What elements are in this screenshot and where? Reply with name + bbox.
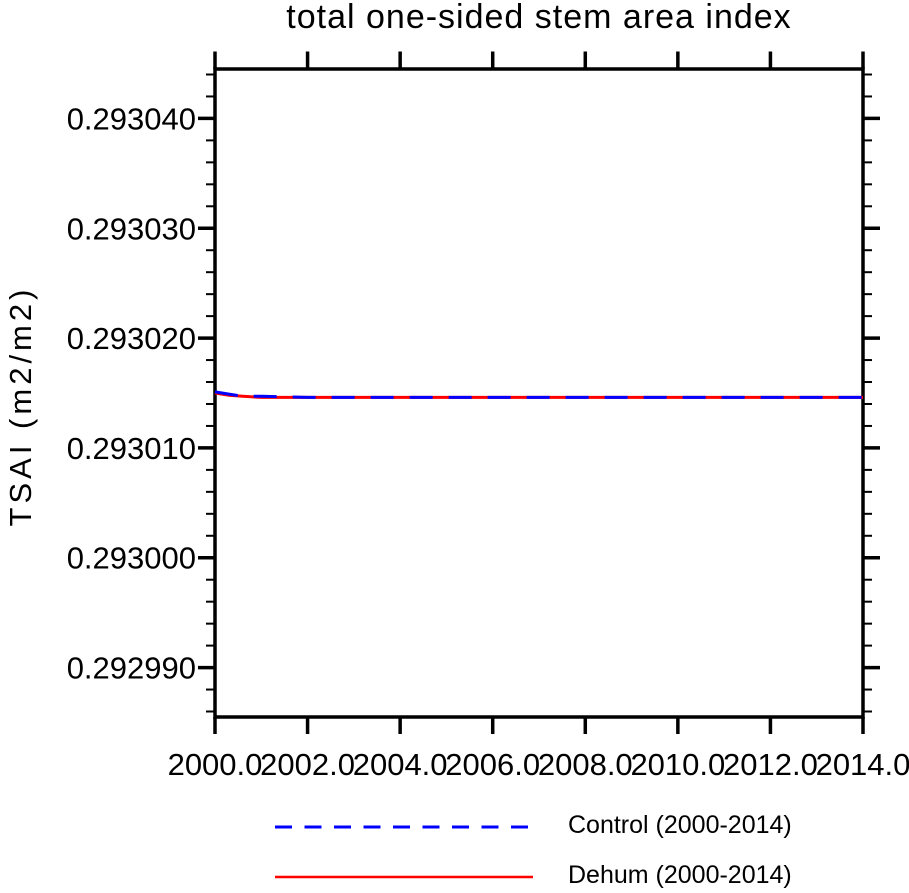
y-tick-label: 0.293000	[67, 541, 196, 576]
y-tick-label: 0.293030	[67, 211, 196, 246]
y-tick-label: 0.293010	[67, 431, 196, 466]
y-tick-label: 0.293020	[67, 321, 196, 356]
y-tick-label: 0.292990	[67, 651, 196, 686]
plot-frame	[213, 67, 865, 719]
x-tick-label: 2012.0	[723, 747, 818, 782]
x-tick-label: 2004.0	[353, 747, 448, 782]
x-tick-label: 2010.0	[630, 747, 725, 782]
series-line-control-2000-2014	[214, 390, 863, 399]
legend-label-dehum-2000-2014: Dehum (2000-2014)	[568, 861, 792, 889]
legend-label-control-2000-2014: Control (2000-2014)	[568, 811, 792, 839]
x-tick-label: 2014.0	[816, 747, 909, 782]
y-tick-label: 0.293040	[67, 101, 196, 136]
x-tick-label: 2000.0	[168, 747, 263, 782]
x-tick-label: 2002.0	[260, 747, 355, 782]
x-tick-label: 2008.0	[538, 747, 633, 782]
x-tick-label: 2006.0	[445, 747, 540, 782]
chart-title: total one-sided stem area index	[286, 0, 792, 36]
